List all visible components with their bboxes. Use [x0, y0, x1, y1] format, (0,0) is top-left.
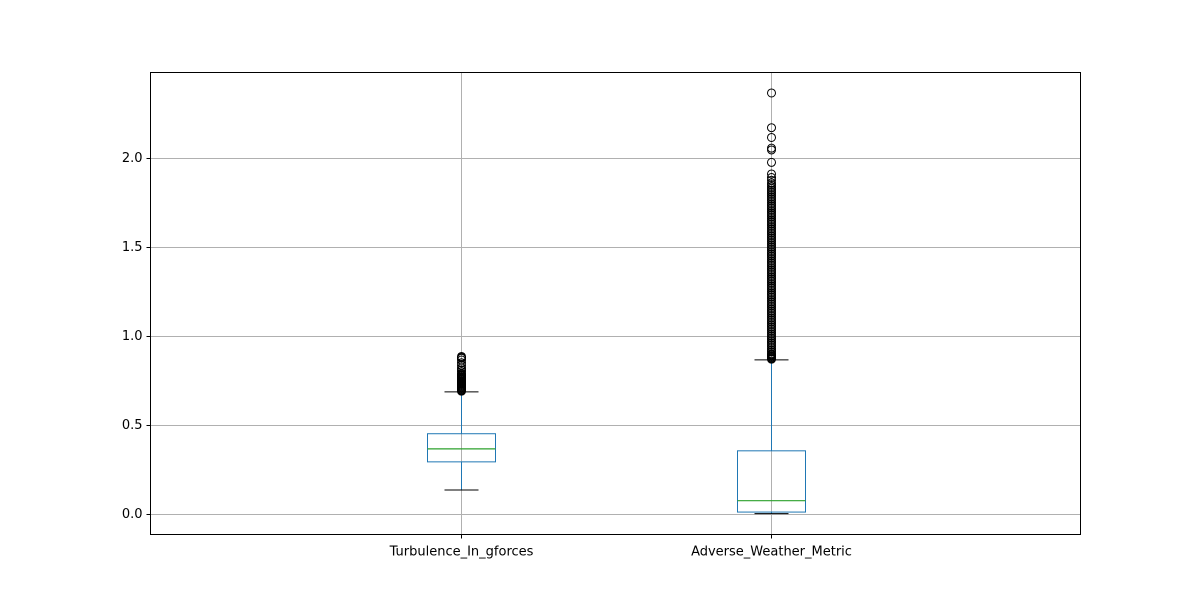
y-tick-label: 1.0 — [122, 329, 143, 344]
plot-area — [427, 88, 806, 515]
outlier-point — [767, 157, 776, 167]
x-category-label: Adverse_Weather_Metric — [691, 545, 852, 560]
outlier-point — [767, 132, 776, 142]
y-tick-label: 1.5 — [122, 240, 143, 255]
grid — [150, 72, 1081, 535]
iqr-box — [427, 433, 496, 463]
box-group — [737, 88, 806, 515]
y-tick-label: 2.0 — [122, 151, 143, 166]
outlier-point — [767, 175, 776, 185]
outlier-point — [457, 358, 466, 368]
x-category-label: Turbulence_In_gforces — [389, 545, 534, 560]
y-tick-label: 0.0 — [122, 507, 143, 522]
outlier-point — [767, 173, 776, 183]
outlier-point — [767, 88, 776, 98]
box-group — [427, 351, 496, 491]
iqr-box — [737, 450, 806, 513]
outlier-point — [767, 123, 776, 133]
outlier-point — [767, 178, 776, 188]
outlier-point — [457, 351, 466, 361]
y-tick-label: 0.5 — [122, 418, 143, 433]
axes-frame — [150, 72, 1081, 535]
axes: 0.0 0.5 1.0 1.5 2.0 Turbulence_In_gforces Adve… — [122, 151, 852, 560]
outlier-point — [767, 169, 776, 179]
outlier-point — [767, 143, 776, 153]
